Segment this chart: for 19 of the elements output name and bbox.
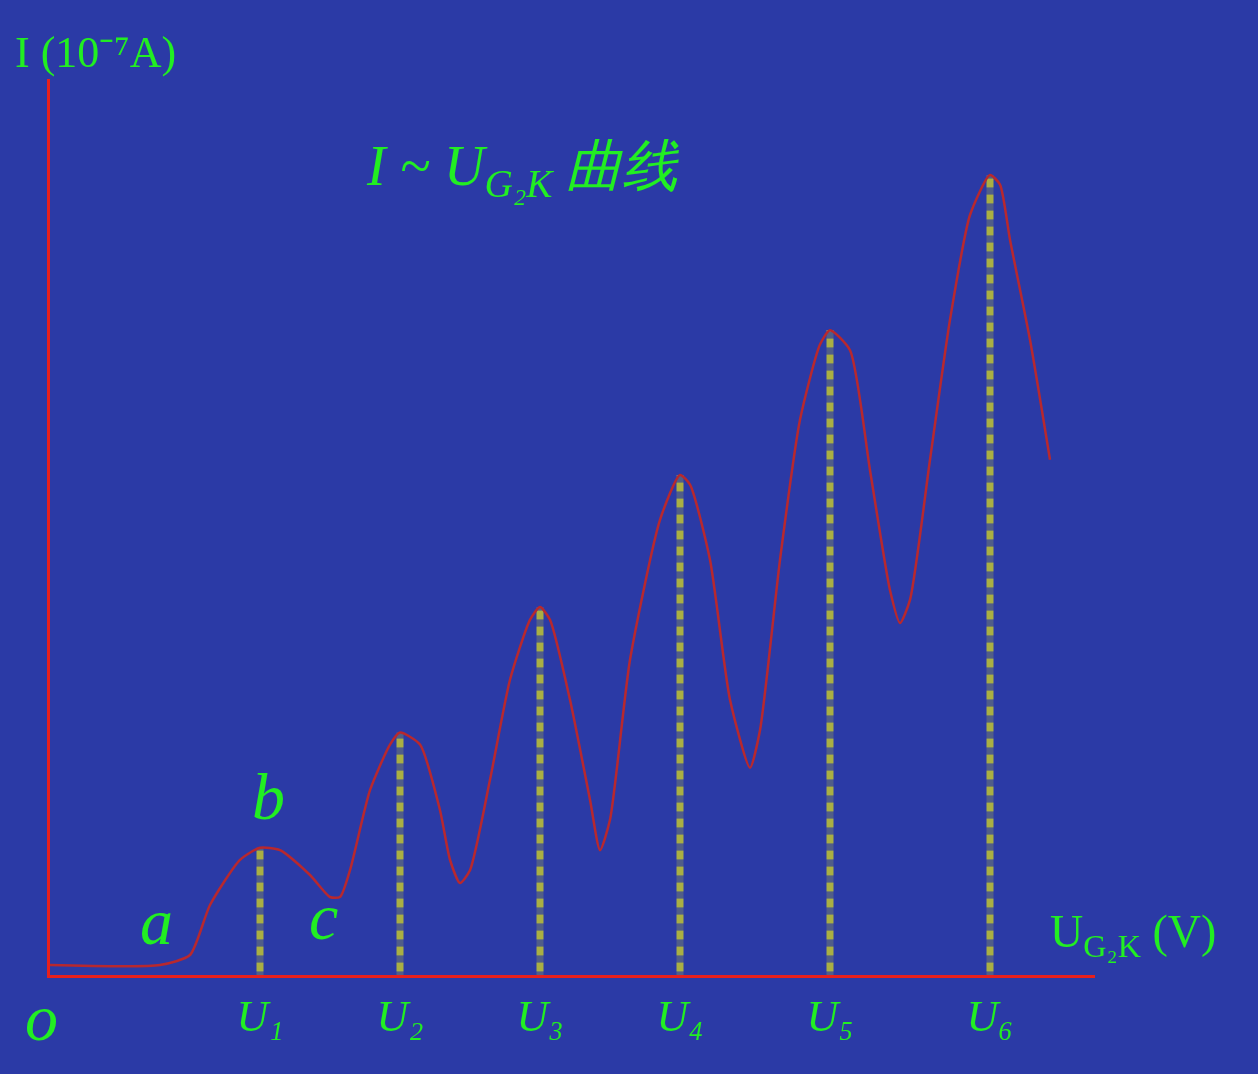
x-tick-label: U₁	[236, 991, 284, 1041]
chart-title: I ~ U$_{G₂K}$ 曲线	[366, 135, 680, 205]
annotation: a	[140, 885, 173, 958]
x-tick-label: U₄	[656, 991, 704, 1041]
x-tick-label: U₂	[376, 991, 424, 1041]
annotation: b	[252, 760, 285, 833]
text: o	[25, 981, 58, 1054]
bar	[256, 847, 264, 975]
x-tick-label: U₅	[806, 991, 854, 1041]
bar	[536, 607, 544, 975]
bar	[396, 732, 404, 975]
x-axis-title: U$_{G₂K}$ (V)	[1050, 906, 1217, 964]
bar	[826, 330, 834, 975]
y-axis-title: I (10⁻⁷A)	[15, 28, 177, 77]
x-tick-label: U₃	[516, 991, 564, 1041]
x-tick-label: U₆	[966, 991, 1014, 1041]
bar	[676, 475, 684, 975]
bar	[986, 175, 994, 975]
annotation: c	[309, 880, 339, 953]
